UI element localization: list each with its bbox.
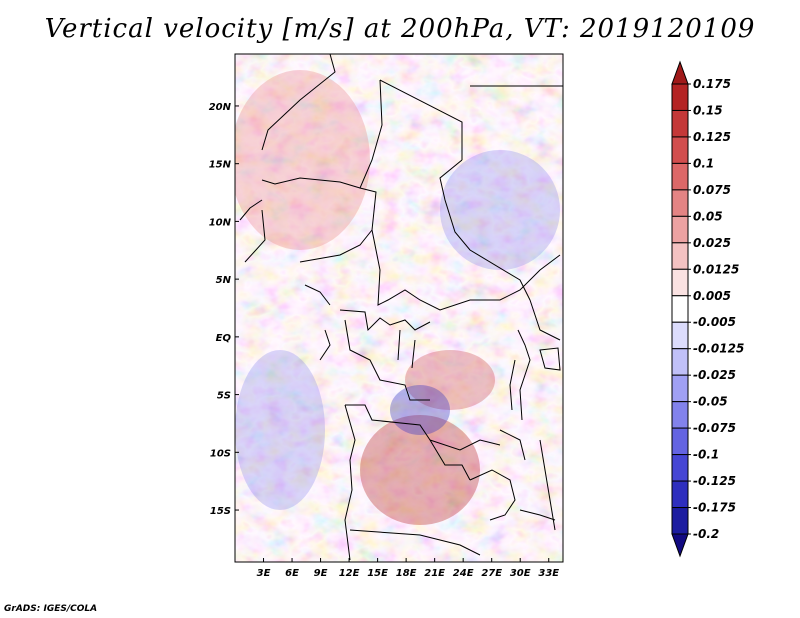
colorbar-label: 0.0125 (693, 262, 739, 276)
colorbar-label: -0.075 (693, 421, 736, 435)
colorbar-swatch (671, 454, 689, 482)
colorbar-top-arrow (671, 60, 689, 85)
colorbar-swatch (671, 427, 689, 456)
colorbar-swatch (671, 348, 689, 376)
x-tick-label: 15E (367, 568, 388, 579)
x-tick-label: 27E (481, 568, 502, 579)
colorbar-swatch (671, 321, 689, 350)
colorbar-label: -0.0125 (693, 342, 744, 356)
x-tick-label: 30E (510, 568, 531, 579)
colorbar-swatch (671, 295, 689, 323)
y-tick-label: 10N (209, 217, 232, 228)
y-tick-label: 10S (210, 448, 231, 459)
colorbar-label: -0.005 (693, 315, 736, 329)
colorbar-label: 0.005 (693, 289, 731, 303)
plot-frame (234, 53, 564, 563)
colorbar: 0.175 0.15 0.125 0.1 0.075 0.05 0.025 0.0125 0.0… (671, 60, 744, 558)
velocity-field (235, 54, 563, 562)
south-west-downdraft-region (235, 350, 325, 510)
central-downdraft-region (390, 385, 450, 435)
colorbar-swatch (671, 507, 689, 535)
grads-credit: GrADS: IGES/COLA (4, 604, 98, 614)
colorbar-swatch (671, 401, 689, 429)
colorbar-swatch (671, 189, 689, 217)
x-tick-label: 18E (396, 568, 417, 579)
south-central-updraft-region (360, 415, 480, 525)
colorbar-label: 0.125 (693, 130, 731, 144)
y-tick-label: 5N (216, 275, 232, 286)
colorbar-swatch (671, 374, 689, 403)
x-tick-label: 21E (424, 568, 445, 579)
colorbar-swatch (671, 162, 689, 191)
colorbar-swatch (671, 480, 689, 509)
north-east-downdraft-region (440, 150, 560, 270)
y-tick-label: 20N (209, 102, 232, 113)
y-tick-label: 15S (210, 506, 231, 517)
colorbar-label: -0.175 (693, 501, 736, 515)
colorbar-swatch (671, 83, 689, 111)
y-tick-label: EQ (216, 333, 232, 344)
colorbar-label: 0.075 (693, 183, 731, 197)
colorbar-label: 0.1 (693, 156, 714, 170)
colorbar-label: -0.1 (693, 448, 719, 462)
colorbar-label: -0.2 (693, 527, 719, 541)
colorbar-swatch (671, 136, 689, 164)
colorbar-label: 0.05 (693, 209, 723, 223)
x-tick-label: 9E (314, 568, 328, 579)
north-west-updraft-region (235, 70, 370, 250)
colorbar-bottom-arrow (671, 533, 689, 558)
colorbar-label: 0.175 (693, 77, 731, 91)
x-axis-ticks: 3E 6E 9E 12E 15E 18E 21E 24E 27E 30E 33E (257, 558, 559, 579)
x-tick-label: 6E (285, 568, 299, 579)
colorbar-swatch (671, 242, 689, 270)
colorbar-swatch (671, 109, 689, 138)
map-title: Vertical velocity [m/s] at 200hPa, VT: 2… (44, 14, 756, 44)
y-tick-label: 5S (217, 391, 231, 402)
colorbar-swatch (671, 268, 689, 297)
y-tick-label: 15N (209, 160, 232, 171)
colorbar-label: -0.025 (693, 368, 736, 382)
colorbar-label: 0.025 (693, 236, 731, 250)
country-boundaries (239, 53, 563, 561)
x-tick-label: 12E (339, 568, 360, 579)
x-tick-label: 24E (453, 568, 474, 579)
x-tick-label: 3E (257, 568, 271, 579)
colorbar-swatch (671, 215, 689, 244)
central-updraft-region (405, 350, 495, 410)
colorbar-label: -0.125 (693, 474, 736, 488)
y-axis-ticks: 20N 15N 10N 5N EQ 5S 10S 15S (209, 102, 239, 517)
x-tick-label: 33E (538, 568, 559, 579)
colorbar-label: 0.15 (693, 103, 723, 117)
colorbar-label: -0.05 (693, 395, 728, 409)
